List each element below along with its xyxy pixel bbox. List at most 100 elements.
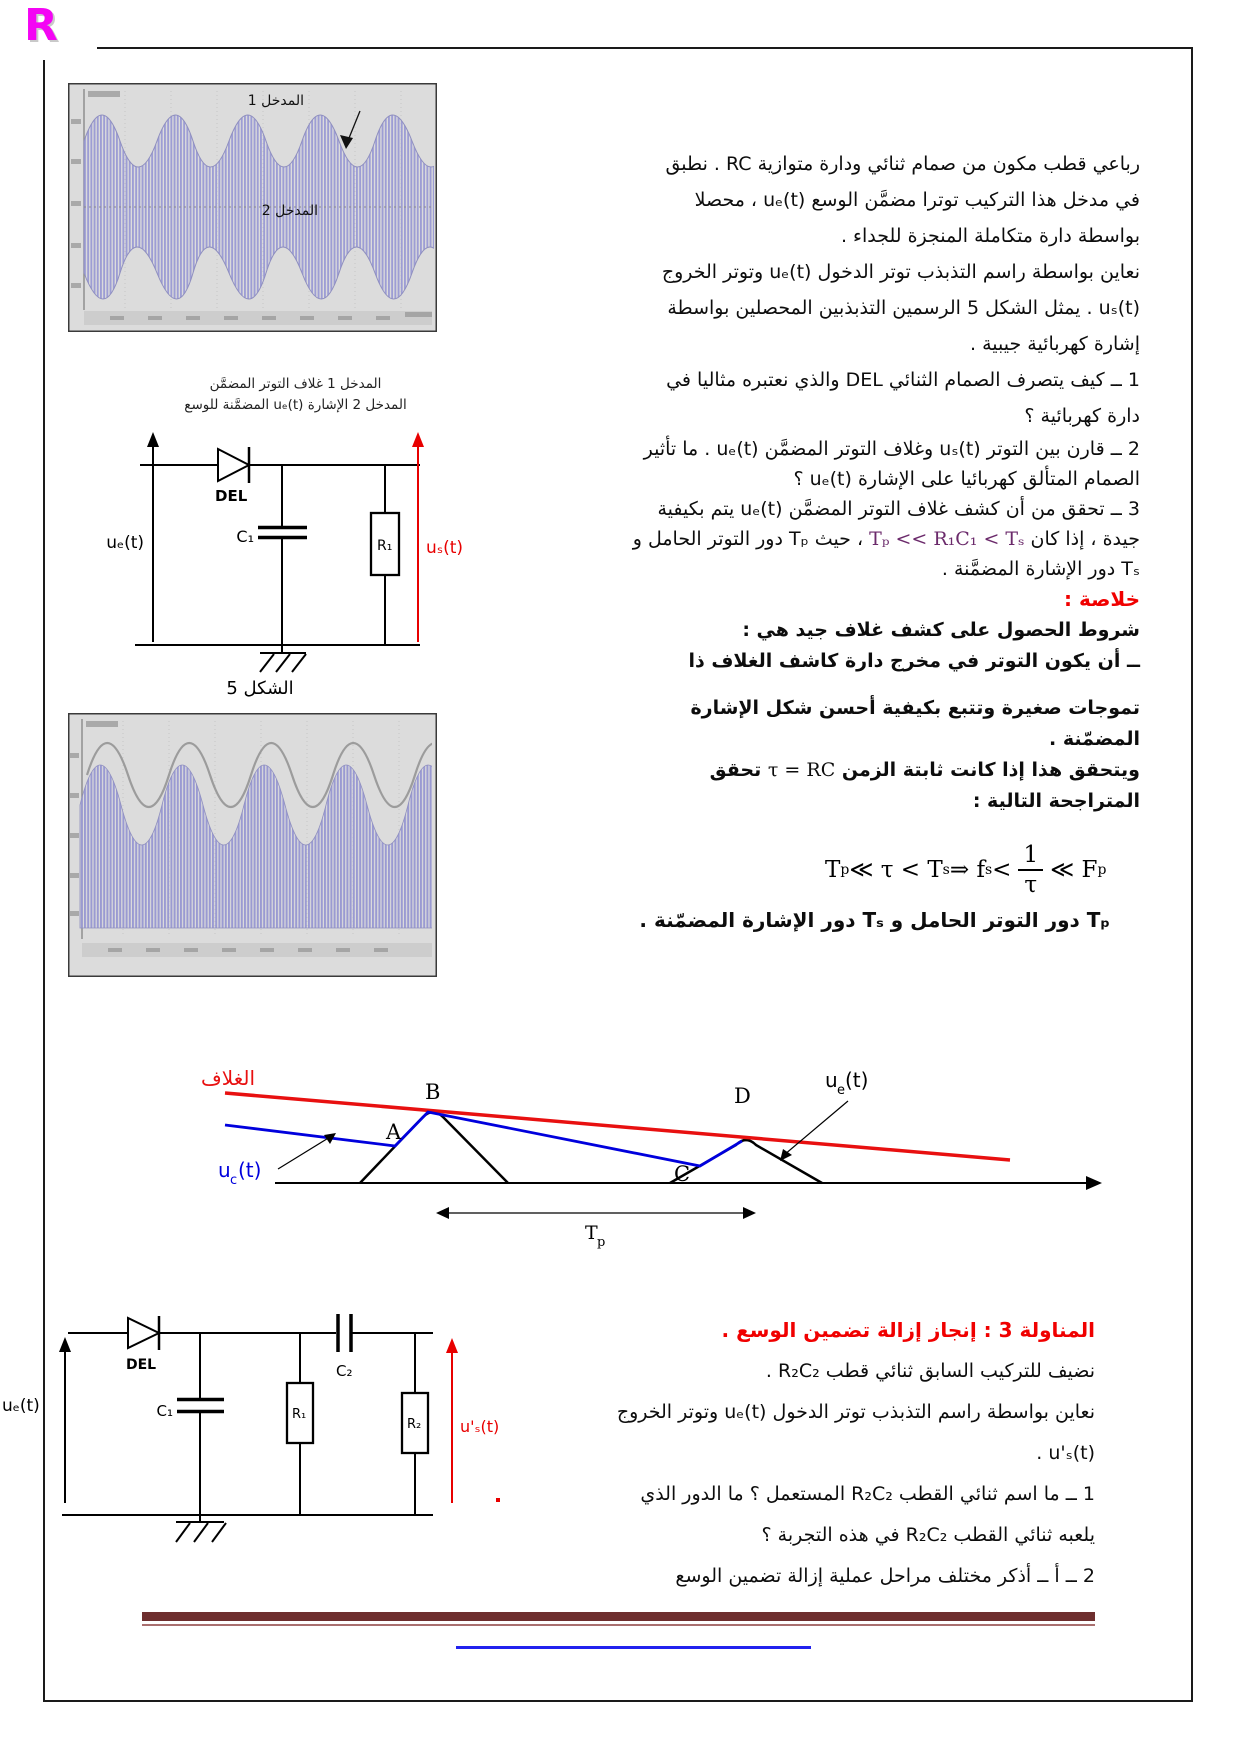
text-line: u'ₛ(t) . bbox=[1036, 1442, 1095, 1464]
footer-bar-shadow bbox=[142, 1624, 1095, 1626]
text-line: شروط الحصول على كشف غلاف جيد هي : bbox=[742, 619, 1140, 641]
activity3-section: المناولة 3 : إنجاز إزالة تضمين الوسع . ن… bbox=[450, 1310, 1095, 1597]
page-border-left bbox=[43, 60, 45, 1702]
diode-label: DEL bbox=[215, 487, 248, 505]
output-voltage-label: u'ₛ(t) bbox=[460, 1417, 499, 1436]
figure-caption: المدخل 1 غلاف التوتر المضمَّن المدخل 2 ا… bbox=[138, 374, 453, 416]
text-line-mixed: ويتحقق هذا إذا كانت ثابتة الزمن τ = RC ت… bbox=[450, 755, 1140, 786]
formula-sub: s bbox=[942, 862, 950, 879]
envelope-detector-circuit: DEL C₁ R₁ uₑ(t) uₛ(t) bbox=[106, 432, 463, 673]
page-border-right bbox=[1191, 47, 1193, 1702]
ue-pointer-arrowhead bbox=[780, 1149, 792, 1161]
output-voltage-arrowhead bbox=[412, 432, 424, 447]
text-line: الصمام المتألق كهربائيا على الإشارة uₑ(t… bbox=[793, 468, 1140, 490]
point-b-label: B bbox=[425, 1080, 440, 1104]
tp-label-sub: p bbox=[597, 1235, 605, 1250]
input-voltage-arrowhead bbox=[147, 432, 159, 447]
uc-pointer-arrow bbox=[277, 1136, 331, 1170]
output-voltage-arrowhead bbox=[446, 1338, 458, 1353]
ue-label-sub: e bbox=[837, 1083, 845, 1098]
scope1-input1-label: المدخل 1 bbox=[248, 93, 304, 109]
capacitor2-icon bbox=[336, 1314, 353, 1352]
envelope-output-curve bbox=[85, 742, 432, 808]
ground-icon bbox=[175, 1515, 227, 1543]
text-line: بواسطة دارة متكاملة المنجزة للجداء . bbox=[840, 225, 1140, 247]
paragraph-questions: 2 ــ قارن بين التوتر uₛ(t) وغلاف التوتر … bbox=[450, 434, 1140, 584]
oscilloscope-figure-1: المدخل 1 المدخل 2 bbox=[68, 83, 437, 332]
text-segment: ويتحقق هذا إذا كانت ثابتة الزمن bbox=[835, 759, 1140, 781]
text-line: نضيف للتركيب السابق ثنائي قطب R₂C₂ . bbox=[765, 1360, 1095, 1382]
formula-sub: p bbox=[840, 862, 850, 879]
detected-signal-waveform bbox=[79, 764, 432, 929]
capacitor-label: C₁ bbox=[236, 527, 254, 546]
fraction-denominator: τ bbox=[1024, 872, 1038, 899]
text-line: يلعبه ثنائي القطب R₂C₂ في هذه التجربة ؟ bbox=[761, 1524, 1095, 1546]
time-constant-expression: τ = RC bbox=[767, 759, 836, 781]
text-line: رباعي قطب مكون من صمام ثنائي ودارة متواز… bbox=[665, 153, 1140, 175]
text-line: دارة كهربائية ؟ bbox=[1024, 405, 1140, 427]
output-voltage-label: uₛ(t) bbox=[426, 538, 463, 558]
inequality-condition: Tₚ << R₁C₁ < Tₛ bbox=[869, 528, 1025, 550]
carrier-pulse-2 bbox=[669, 1138, 823, 1185]
text-line: 2 ــ أ ــ أذكر مختلف مراحل عملية إزالة ت… bbox=[675, 1565, 1095, 1587]
tp-label-main: T bbox=[585, 1222, 598, 1244]
footer-bar bbox=[142, 1612, 1095, 1621]
periods-definition-note: Tₚ دور التوتر الحامل و Tₛ دور الإشارة ال… bbox=[639, 908, 1110, 932]
circuit1-wires bbox=[135, 464, 420, 646]
text-line: 1 ــ ما اسم ثنائي القطب R₂C₂ المستعمل ؟ … bbox=[640, 1483, 1095, 1505]
link-underline[interactable] bbox=[456, 1646, 811, 1649]
page-border-bottom bbox=[43, 1700, 1193, 1702]
scope1-time-ticks bbox=[110, 312, 432, 320]
circuit2-wires bbox=[62, 1332, 433, 1516]
envelope-line bbox=[224, 1091, 1011, 1162]
ue-label-paren: (t) bbox=[845, 1068, 868, 1092]
text-line: 3 ــ تحقق من أن كشف غلاف التوتر المضمَّن… bbox=[657, 498, 1140, 520]
resistor1-label: R₁ bbox=[292, 1407, 306, 1422]
text-line: المتراجحة التالية : bbox=[972, 790, 1140, 812]
uc-label-sub: c bbox=[230, 1173, 237, 1188]
figure5-label: الشكل 5 bbox=[226, 678, 294, 699]
text-segment: جيدة ، إذا كان bbox=[1024, 528, 1140, 550]
caption-line-2: المدخل 2 الإشارة uₑ(t) المضمَّنة للوسع bbox=[184, 397, 407, 413]
summary-title: خلاصة : bbox=[1063, 587, 1140, 611]
paragraph-summary: خلاصة : شروط الحصول على كشف غلاف جيد هي … bbox=[450, 584, 1140, 817]
capacitor-icon bbox=[258, 525, 307, 540]
diode-label: DEL bbox=[126, 1357, 156, 1373]
ue-pointer-arrow bbox=[783, 1100, 849, 1156]
text-line: 2 ــ قارن بين التوتر uₛ(t) وغلاف التوتر … bbox=[643, 438, 1140, 460]
formula-sub: s bbox=[984, 862, 993, 879]
demodulator-circuit: DEL C₁ C₂ R₁ R₂ u'ₛ(t) bbox=[59, 1314, 500, 1543]
envelope-detection-graph: الغلاف A B C D u c (t) u e (t) T p bbox=[201, 1066, 1102, 1250]
text-line: نعاين بواسطة راسم التذبذب توتر الدخول uₑ… bbox=[661, 261, 1140, 283]
envelope-label: الغلاف bbox=[201, 1066, 255, 1090]
text-line: uₛ(t) . يمثل الشكل 5 الرسمين التذبذبين ا… bbox=[667, 297, 1140, 319]
scope2-time-ticks bbox=[108, 948, 388, 952]
circuit2-input-voltage-label: uₑ(t) bbox=[2, 1396, 40, 1416]
text-line-mixed: جيدة ، إذا كان Tₚ << R₁C₁ < Tₛ ، حيث Tₚ … bbox=[450, 524, 1140, 554]
resistor-icon bbox=[369, 511, 401, 577]
text-line: نعاين بواسطة راسم التذبذب توتر الدخول uₑ… bbox=[616, 1401, 1095, 1423]
capacitor1-label: C₁ bbox=[157, 1402, 174, 1420]
resistor-label: R₁ bbox=[377, 538, 392, 554]
ue-label-main: u bbox=[825, 1068, 838, 1092]
diode-icon bbox=[127, 1316, 162, 1350]
ground-icon bbox=[259, 645, 307, 673]
formula-term: T bbox=[825, 857, 841, 884]
capacitor-voltage-curve bbox=[224, 1110, 743, 1168]
text-line: 1 ــ كيف يتصرف الصمام الثنائي DEL والذي … bbox=[666, 369, 1140, 391]
text-line: المضمّنة . bbox=[1049, 728, 1140, 750]
text-line: ــ أن يكون التوتر في مخرج دارة كاشف الغل… bbox=[688, 650, 1140, 672]
resistor1-icon bbox=[285, 1381, 315, 1445]
oscilloscope-figure-2 bbox=[68, 713, 437, 977]
formula-term: < bbox=[992, 857, 1012, 884]
formula-term: ≪ τ < T bbox=[849, 857, 943, 884]
main-text-column: رباعي قطب مكون من صمام ثنائي ودارة متواز… bbox=[450, 146, 1140, 817]
tp-arrowhead-left bbox=[436, 1207, 449, 1219]
caption-line-1: المدخل 1 غلاف التوتر المضمَّن bbox=[209, 376, 382, 392]
diode-icon bbox=[217, 447, 252, 483]
text-segment: تحقق bbox=[709, 759, 768, 781]
input-voltage-arrowhead bbox=[59, 1337, 71, 1352]
formula-term: ≪ F bbox=[1050, 857, 1098, 884]
